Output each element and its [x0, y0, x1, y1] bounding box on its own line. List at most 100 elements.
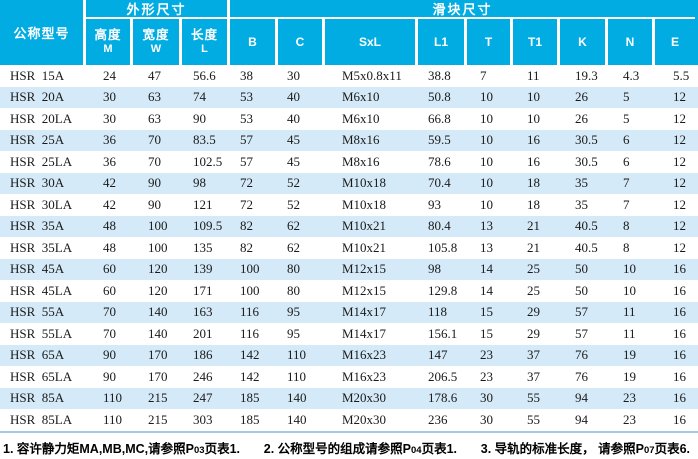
value-cell: 30: [103, 110, 116, 126]
value-cell: 186: [193, 347, 213, 363]
value-cell: 23: [623, 411, 636, 427]
value-cell: M8x16: [342, 132, 380, 148]
header-group-outer-dimensions: 外形尺寸 高度 M 宽度 W 长度 L: [86, 0, 230, 65]
value-cell: 140: [148, 304, 168, 320]
value-cell: 105.8: [428, 239, 458, 255]
value-cell: 90: [103, 368, 116, 384]
value-cell: 16: [527, 153, 540, 169]
value-cell: 57: [240, 132, 253, 148]
value-cell: 142: [240, 347, 260, 363]
value-cell: 13: [480, 218, 493, 234]
value-cell: 52: [287, 196, 300, 212]
value-cell: 215: [148, 411, 168, 427]
value-cell: 82: [240, 239, 253, 255]
value-cell: 10: [480, 89, 493, 105]
value-cell: 53: [240, 89, 253, 105]
value-cell: 40: [287, 89, 300, 105]
value-cell: 206.5: [428, 368, 458, 384]
value-cell: 29: [527, 304, 540, 320]
value-cell: 10: [480, 110, 493, 126]
outer-dimensions-label: 外形尺寸: [86, 0, 227, 19]
model-cell: HSR 65A: [10, 347, 65, 363]
model-cell: HSR 30LA: [10, 196, 73, 212]
value-cell: 147: [428, 347, 448, 363]
value-cell: 26: [575, 89, 588, 105]
value-cell: 25: [527, 261, 540, 277]
footnote-3-page: 07: [643, 445, 655, 456]
value-cell: 90: [103, 347, 116, 363]
value-cell: 62: [287, 218, 300, 234]
value-cell: 37: [527, 368, 540, 384]
value-cell: 38.8: [428, 67, 451, 83]
value-cell: 72: [240, 196, 253, 212]
value-cell: 57: [240, 153, 253, 169]
value-cell: 7: [480, 67, 487, 83]
value-cell: 16: [673, 282, 686, 298]
value-cell: 23: [480, 347, 493, 363]
value-cell: 163: [193, 304, 213, 320]
table-row: HSR 20LA 30 63 90 53 40 M6x10 66.8 10 10 26 5 12: [0, 108, 698, 130]
value-cell: 8: [623, 218, 630, 234]
value-cell: 5: [623, 89, 630, 105]
value-cell: 36: [103, 132, 116, 148]
value-cell: 55: [527, 411, 540, 427]
table-row: HSR 35LA 48 100 135 82 62 M10x21 105.8 13 21 40.5 8…: [0, 237, 698, 259]
table-row: HSR 25LA 36 70 102.5 57 45 M8x16 78.6 10 16 30.5 6 1…: [0, 151, 698, 173]
table-row: HSR 65LA 90 170 246 142 110 M16x23 206.5 23 37 76 1…: [0, 366, 698, 388]
value-cell: 63: [148, 89, 161, 105]
value-cell: 16: [673, 347, 686, 363]
model-cell: HSR 25LA: [10, 153, 73, 169]
value-cell: M16x23: [342, 368, 387, 384]
value-cell: 59.5: [428, 132, 451, 148]
header-col-E: E: [670, 35, 679, 49]
value-cell: 95: [287, 304, 300, 320]
value-cell: 38: [240, 67, 253, 83]
value-cell: 100: [240, 282, 260, 298]
value-cell: 16: [527, 132, 540, 148]
value-cell: M12x15: [342, 282, 387, 298]
value-cell: 42: [103, 175, 116, 191]
header-length-l: 长度 L: [182, 19, 227, 65]
value-cell: 78.6: [428, 153, 451, 169]
value-cell: 19: [623, 347, 636, 363]
value-cell: M6x10: [342, 110, 380, 126]
value-cell: 55: [527, 390, 540, 406]
value-cell: 16: [673, 411, 686, 427]
value-cell: 21: [527, 239, 540, 255]
value-cell: 247: [193, 390, 213, 406]
value-cell: 37: [527, 347, 540, 363]
value-cell: 74: [193, 89, 206, 105]
header-width-letter: W: [150, 42, 162, 55]
value-cell: 18: [527, 175, 540, 191]
value-cell: 25: [527, 282, 540, 298]
value-cell: 16: [673, 368, 686, 384]
value-cell: 120: [148, 261, 168, 277]
value-cell: M6x10: [342, 89, 380, 105]
value-cell: 12: [673, 175, 686, 191]
value-cell: 10: [480, 196, 493, 212]
value-cell: 21: [527, 218, 540, 234]
table-row: HSR 85LA 110 215 303 185 140 M20x30 236 30 55 94 23…: [0, 409, 698, 431]
value-cell: 6: [623, 132, 630, 148]
value-cell: 10: [623, 282, 636, 298]
value-cell: 12: [673, 153, 686, 169]
value-cell: 57: [575, 325, 588, 341]
value-cell: 11: [623, 304, 636, 320]
model-cell: HSR 55LA: [10, 325, 73, 341]
footnote-1: 1. 容许静力矩MA,MB,MC,请参照P03页表1.: [3, 442, 240, 456]
value-cell: 60: [103, 282, 116, 298]
value-cell: 80: [287, 282, 300, 298]
value-cell: M20x30: [342, 390, 387, 406]
value-cell: 142: [240, 368, 260, 384]
value-cell: 15: [480, 325, 493, 341]
value-cell: 102.5: [193, 153, 223, 169]
value-cell: 110: [103, 411, 123, 427]
value-cell: 14: [480, 282, 493, 298]
slider-dimensions-label: 滑块尺寸: [230, 0, 695, 19]
value-cell: 26: [575, 110, 588, 126]
value-cell: 116: [240, 304, 260, 320]
header-col-K: K: [560, 19, 608, 65]
value-cell: 185: [240, 390, 260, 406]
value-cell: 12: [673, 239, 686, 255]
